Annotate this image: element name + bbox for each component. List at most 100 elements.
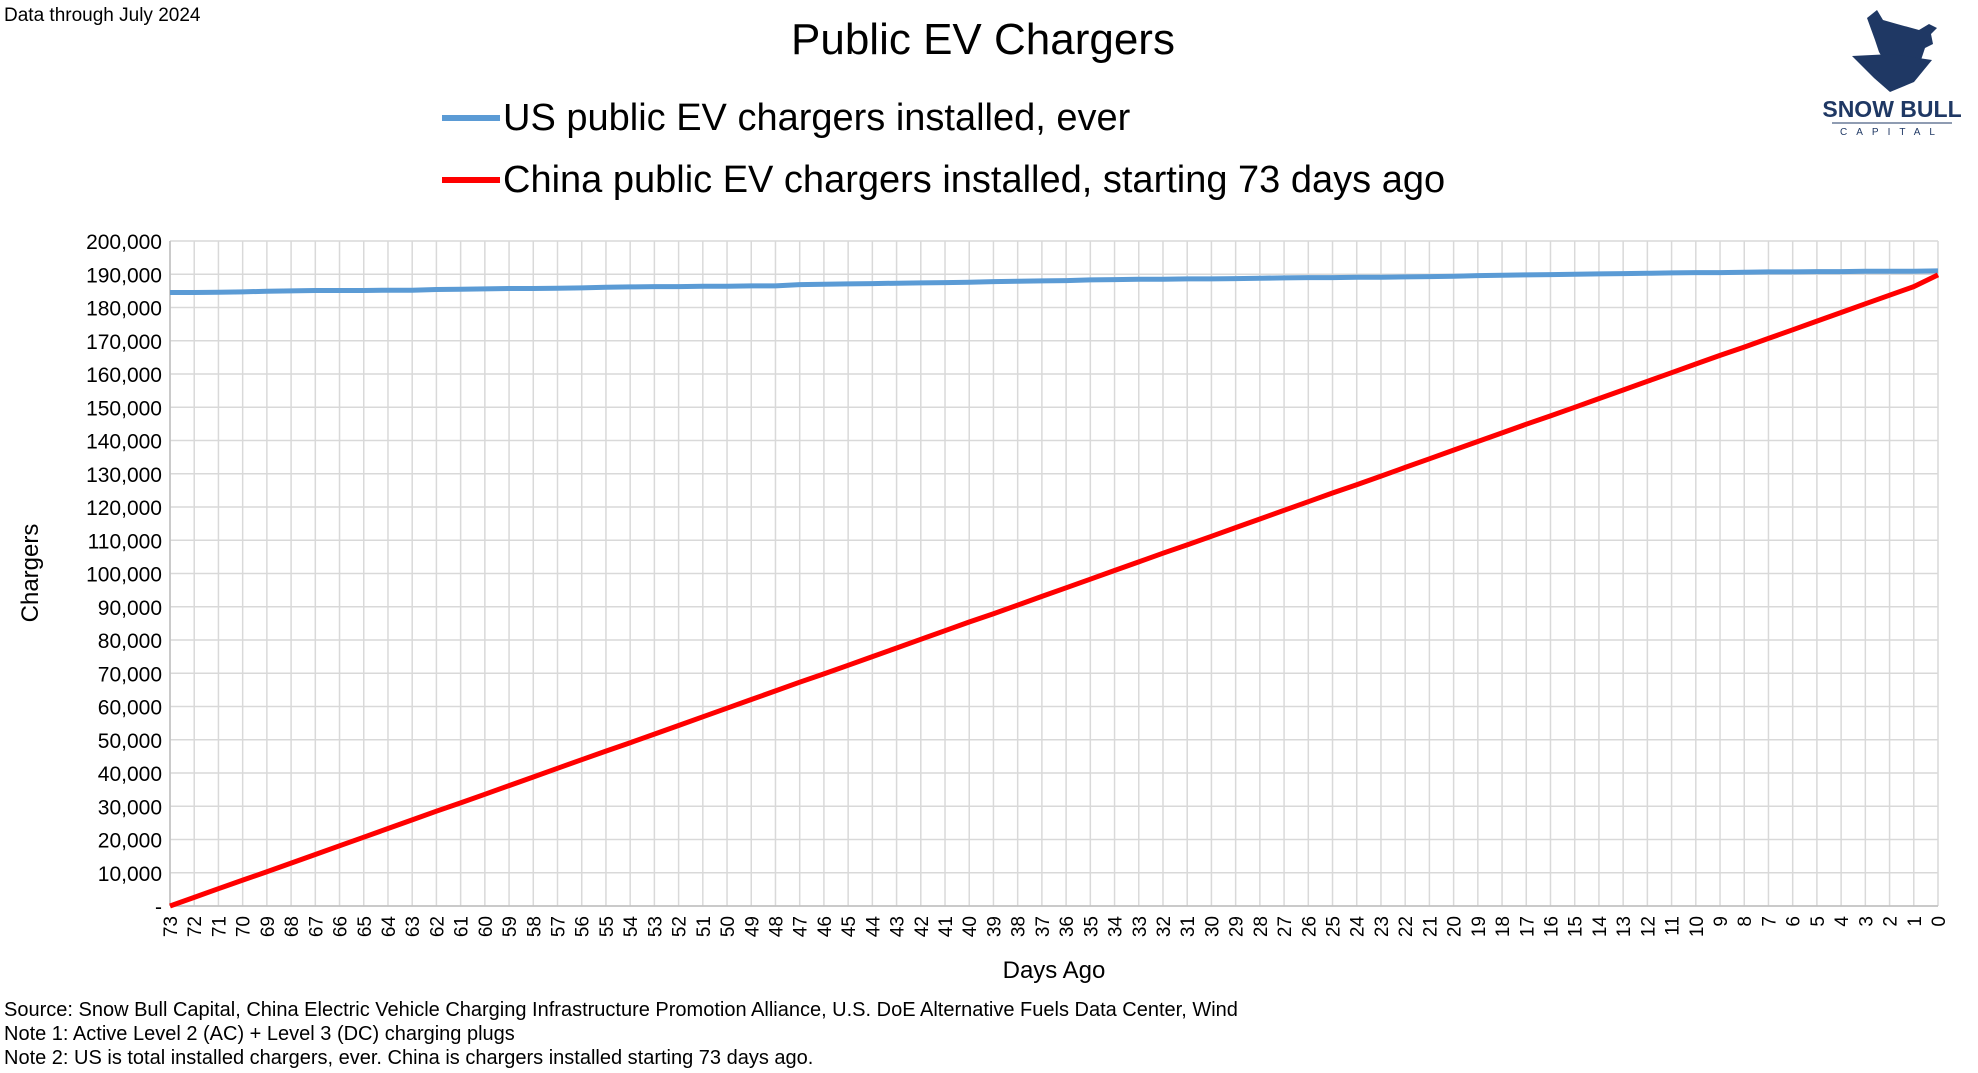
x-tick-label: 34: [1106, 916, 1127, 938]
y-tick-label: 90,000: [98, 597, 162, 620]
snow-bull-logo: SNOW BULL CAPITAL: [1822, 10, 1962, 138]
x-tick-label: 9: [1711, 916, 1732, 927]
x-tick-label: 52: [670, 916, 691, 937]
mountain-icon: [1852, 54, 1932, 92]
x-tick-label: 3: [1856, 916, 1877, 927]
x-tick-label: 17: [1517, 916, 1538, 937]
x-tick-label: 10: [1687, 916, 1708, 937]
x-tick-label: 26: [1299, 916, 1320, 937]
x-tick-label: 66: [331, 916, 352, 937]
y-tick-label: 160,000: [86, 364, 162, 387]
x-tick-label: 39: [984, 916, 1005, 937]
y-axis-ticks: - 10,000 20,000 30,000 40,000 50,000 60,000 70,…: [86, 231, 162, 919]
x-tick-label: 67: [306, 916, 327, 937]
y-tick-label: 30,000: [98, 796, 162, 819]
x-tick-label: 6: [1784, 916, 1805, 927]
x-tick-label: 14: [1590, 916, 1611, 938]
x-tick-label: 58: [524, 916, 545, 937]
x-tick-label: 71: [209, 916, 230, 937]
x-tick-label: 11: [1663, 916, 1684, 936]
x-tick-label: 22: [1396, 916, 1417, 937]
y-tick-label: 110,000: [88, 530, 162, 553]
x-tick-label: 19: [1469, 916, 1490, 937]
y-tick-label: 20,000: [98, 830, 162, 853]
y-tick-label: 40,000: [98, 763, 162, 786]
x-tick-label: 4: [1832, 916, 1853, 927]
x-tick-label: 60: [476, 916, 497, 937]
x-tick-label: 53: [645, 916, 666, 937]
x-tick-label: 8: [1735, 916, 1756, 927]
x-tick-label: 21: [1420, 916, 1441, 937]
x-tick-label: 30: [1202, 916, 1223, 937]
y-tick-label: 10,000: [98, 863, 162, 886]
y-tick-label: 130,000: [86, 464, 162, 487]
series-lines: [169, 268, 1940, 909]
x-tick-label: 48: [766, 916, 787, 937]
x-tick-label: 20: [1445, 916, 1466, 937]
x-tick-label: 54: [621, 916, 642, 938]
series-line-china: [169, 272, 1940, 909]
x-tick-label: 65: [355, 916, 376, 937]
x-tick-label: 33: [1130, 916, 1151, 937]
x-tick-label: 37: [1033, 916, 1054, 937]
x-tick-label: 56: [573, 916, 594, 937]
x-tick-label: 44: [863, 916, 884, 938]
x-tick-label: 13: [1614, 916, 1635, 937]
y-tick-label: 70,000: [98, 663, 162, 686]
x-tick-label: 68: [282, 916, 303, 937]
x-tick-label: 69: [258, 916, 279, 937]
footer-source: Source: Snow Bull Capital, China Electri…: [4, 999, 1238, 1021]
chart-title: Public EV Chargers: [791, 15, 1175, 64]
x-tick-label: 72: [185, 916, 206, 937]
x-tick-label: 16: [1541, 916, 1562, 937]
y-tick-label: 190,000: [86, 264, 162, 287]
x-tick-label: 46: [815, 916, 836, 937]
x-tick-label: 31: [1178, 916, 1199, 937]
x-tick-label: 35: [1081, 916, 1102, 937]
y-tick-label: 140,000: [86, 431, 162, 454]
gridlines: [169, 240, 1939, 907]
x-tick-label: 18: [1493, 916, 1514, 937]
x-tick-label: 27: [1275, 916, 1296, 937]
legend-label-china: China public EV chargers installed, star…: [503, 159, 1445, 201]
x-axis-ticks: 73 72 71 70 69 68 67 66 65 64 63 62 61 60 59 58 57 56 55 54…: [161, 916, 1950, 938]
x-tick-label: 62: [427, 916, 448, 937]
x-tick-label: 25: [1324, 916, 1345, 937]
x-tick-label: 47: [791, 916, 812, 937]
y-tick-label: 100,000: [86, 564, 162, 587]
x-tick-label: 38: [1009, 916, 1030, 937]
x-tick-label: 7: [1759, 916, 1780, 927]
x-tick-label: 70: [234, 916, 255, 937]
y-tick-label: 120,000: [86, 497, 162, 520]
legend: US public EV chargers installed, ever Ch…: [442, 97, 1445, 201]
x-tick-label: 24: [1348, 916, 1369, 938]
x-tick-label: 15: [1566, 916, 1587, 937]
x-tick-label: 29: [1227, 916, 1248, 937]
x-tick-label: 51: [694, 916, 715, 937]
x-axis-label: Days Ago: [1003, 957, 1106, 984]
y-tick-label: 170,000: [86, 331, 162, 354]
x-tick-label: 12: [1638, 916, 1659, 937]
y-tick-label: 80,000: [98, 630, 162, 653]
logo-name: SNOW BULL: [1822, 96, 1961, 122]
y-tick-label: 180,000: [86, 298, 162, 321]
x-tick-label: 1: [1905, 916, 1926, 927]
x-tick-label: 36: [1057, 916, 1078, 937]
y-tick-label: 150,000: [86, 397, 162, 420]
x-tick-label: 45: [839, 916, 860, 937]
x-tick-label: 40: [960, 916, 981, 937]
legend-label-us: US public EV chargers installed, ever: [503, 97, 1131, 139]
x-tick-label: 64: [379, 916, 400, 938]
x-tick-label: 32: [1154, 916, 1175, 937]
y-axis-label: Chargers: [17, 524, 44, 623]
footer-note-2: Note 2: US is total installed chargers, …: [4, 1047, 813, 1069]
x-tick-label: 63: [403, 916, 424, 937]
x-tick-label: 49: [742, 916, 763, 937]
x-tick-label: 73: [161, 916, 182, 937]
x-tick-label: 55: [597, 916, 618, 937]
x-tick-label: 5: [1808, 916, 1829, 927]
series-line-us: [170, 268, 1939, 295]
x-tick-label: 2: [1881, 916, 1902, 927]
y-tick-label: 200,000: [86, 231, 162, 254]
